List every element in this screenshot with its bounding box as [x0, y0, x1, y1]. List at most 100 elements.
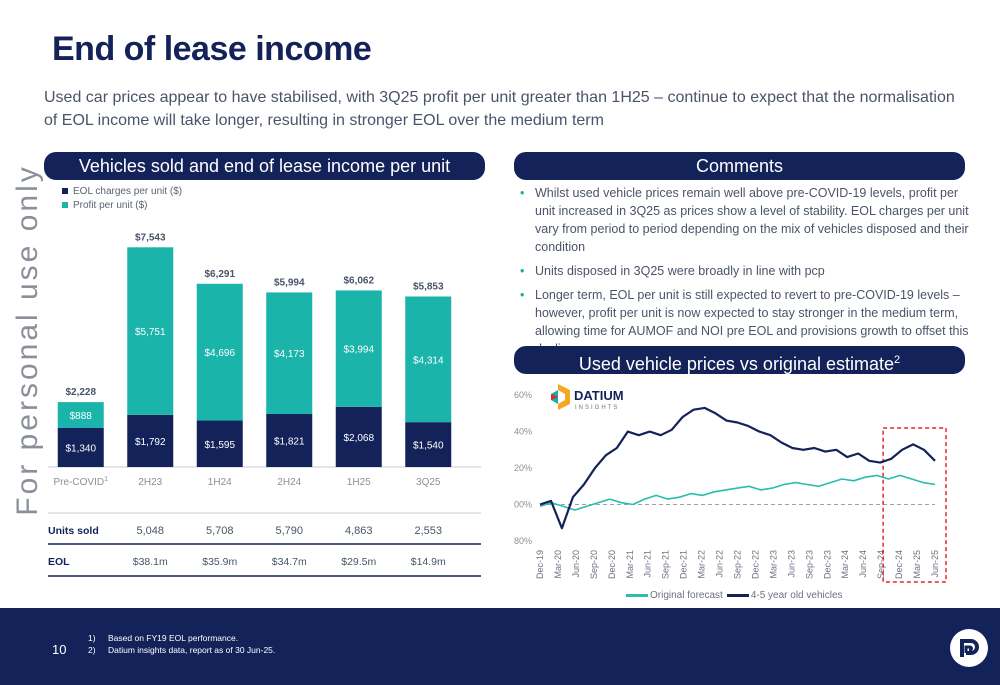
- legend-label-profit: Profit per unit ($): [73, 199, 148, 211]
- bar-eol-charges: [57, 427, 104, 467]
- datium-logo: DATIUM INSIGHTS: [551, 384, 624, 411]
- original-forecast-line: [539, 474, 936, 511]
- bar-label-eol: $2,068: [343, 433, 374, 444]
- x-tick-label: Mar-24: [840, 550, 850, 579]
- table-cell: $35.9m: [202, 556, 237, 568]
- watermark-text: For personal use only: [11, 164, 44, 516]
- bar-eol-charges: [196, 420, 243, 467]
- table-row-label: Units sold: [48, 525, 99, 537]
- bar-eol-charges: [405, 422, 452, 467]
- x-tick-label: Mar-20: [553, 550, 563, 579]
- table-cell: $14.9m: [411, 556, 446, 568]
- y-tick-label: 140%: [514, 427, 532, 437]
- x-tick-label: Sep-21: [661, 550, 671, 579]
- x-tick-label: Dec-24: [894, 550, 904, 579]
- company-logo-mark: [960, 639, 979, 657]
- bar-legend: EOL charges per unit ($) Profit per unit…: [62, 184, 182, 212]
- x-tick-label: Sep-24: [876, 550, 886, 579]
- table-cell: $29.5m: [341, 556, 376, 568]
- legend-item-eol: EOL charges per unit ($): [62, 184, 182, 198]
- bar-eol-charges: [127, 414, 174, 467]
- vehicles-line: [539, 406, 936, 530]
- datium-logo-text: DATIUM: [574, 388, 624, 403]
- x-tick-label: 1H24: [208, 477, 232, 488]
- footnote-number: 1): [88, 633, 96, 643]
- used-vehicle-line-chart: 80% 100% 120% 140% 160% Dec-19 Mar-20 Jun-20 Sep…: [514, 384, 947, 583]
- x-tick-label: Mar-25: [912, 550, 922, 579]
- x-tick-label: Dec-19: [535, 550, 545, 579]
- page-title: End of lease income: [52, 30, 372, 68]
- x-tick-label: Mar-22: [697, 550, 707, 579]
- x-tick-label: Jun-25: [930, 550, 940, 578]
- bar-label-profit: $3,994: [343, 345, 374, 356]
- bar-eol-charges: [335, 406, 382, 467]
- bar-profit: [335, 290, 382, 407]
- used-vehicle-header-sup: 2: [894, 354, 901, 366]
- x-tick-label: Jun-20: [571, 550, 581, 578]
- legend-label-vehicles: 4-5 year old vehicles: [750, 590, 843, 601]
- x-tick-label: Sep-23: [804, 550, 814, 579]
- x-tick-label: Sep-22: [733, 550, 743, 579]
- x-tick-label: Jun-24: [858, 550, 868, 578]
- x-tick-label: Dec-23: [822, 550, 832, 579]
- x-tick-label: Mar-23: [768, 550, 778, 579]
- bar-total-label: $6,291: [204, 269, 235, 280]
- x-tick-label: Jun-21: [643, 550, 653, 578]
- table-cell: 5,790: [275, 525, 303, 537]
- bar-eol-charges: [266, 413, 313, 467]
- footnote: 2) Datium insights data, report as of 30 …: [88, 644, 275, 656]
- datium-logo-mark: [551, 394, 558, 400]
- line-legend: Original forecast 4-5 year old vehicles: [626, 590, 847, 601]
- comment-bullet: Units disposed in 3Q25 were broadly in l…: [517, 262, 972, 280]
- footnote-text: Datium insights data, report as of 30 Ju…: [108, 645, 276, 655]
- bar-total-label: $6,062: [343, 275, 374, 286]
- table-cell: 5,048: [136, 525, 164, 537]
- page-number: 10: [52, 642, 67, 657]
- footnote-number: 2): [88, 645, 96, 655]
- table-cell: 4,863: [345, 525, 373, 537]
- bar-label-eol: $1,595: [204, 440, 235, 451]
- highlight-box: [882, 427, 947, 583]
- legend-swatch-profit: [62, 202, 68, 208]
- bar-label-eol: $1,821: [274, 436, 305, 447]
- x-tick-label: Jun-23: [786, 550, 796, 578]
- y-tick-label: 160%: [514, 390, 532, 400]
- legend-item-profit: Profit per unit ($): [62, 198, 182, 212]
- bar-total-label: $5,994: [274, 277, 305, 288]
- legend-swatch-original-forecast: [626, 594, 648, 597]
- x-tick-label: Mar-21: [625, 550, 635, 579]
- company-logo: [950, 629, 988, 667]
- stacked-bar-chart: $1,340 $888 $2,228 Pre-COVID1 $1,792 $5,751 $7…: [48, 232, 481, 577]
- x-tick-label: Dec-20: [607, 550, 617, 579]
- comments-list: Whilst used vehicle prices remain well a…: [517, 184, 972, 364]
- bar-label-profit: $4,173: [274, 349, 305, 360]
- legend-item-vehicles: 4-5 year old vehicles: [726, 590, 843, 601]
- bar-label-profit: $4,314: [413, 355, 444, 366]
- x-tick-label: 1H25: [347, 477, 371, 488]
- bar-label-eol: $1,340: [65, 443, 96, 454]
- x-tick-label: 2H24: [277, 477, 301, 488]
- x-tick-superscript: 1: [104, 476, 108, 483]
- legend-label-eol: EOL charges per unit ($): [73, 185, 183, 197]
- bar-profit: [196, 283, 243, 421]
- x-tick-label: Sep-20: [589, 550, 599, 579]
- legend-swatch-vehicles: [726, 594, 749, 597]
- footnote-text: Based on FY19 EOL performance.: [108, 633, 239, 643]
- x-tick-label: Pre-COVID1: [54, 476, 109, 488]
- x-tick-label: 2H23: [138, 477, 162, 488]
- legend-item-original-forecast: Original forecast: [626, 590, 723, 601]
- page-subtitle: Used car prices appear to have stabilise…: [44, 89, 955, 129]
- bar-profit: [57, 402, 104, 428]
- bar-profit: [405, 296, 452, 423]
- y-tick-label: 80%: [514, 536, 532, 546]
- comment-bullet: Whilst used vehicle prices remain well a…: [517, 184, 972, 256]
- bar-label-eol: $1,792: [135, 437, 166, 448]
- used-vehicle-header-text: Used vehicle prices vs original estimate: [578, 354, 894, 374]
- y-tick-label: 100%: [514, 500, 532, 510]
- table-cell: 5,708: [206, 525, 234, 537]
- comments-header: Comments: [514, 152, 965, 180]
- datium-logo-mark: [558, 384, 570, 410]
- legend-label-original-forecast: Original forecast: [650, 590, 723, 601]
- bar-profit: [127, 247, 174, 415]
- bar-total-label: $7,543: [135, 232, 166, 243]
